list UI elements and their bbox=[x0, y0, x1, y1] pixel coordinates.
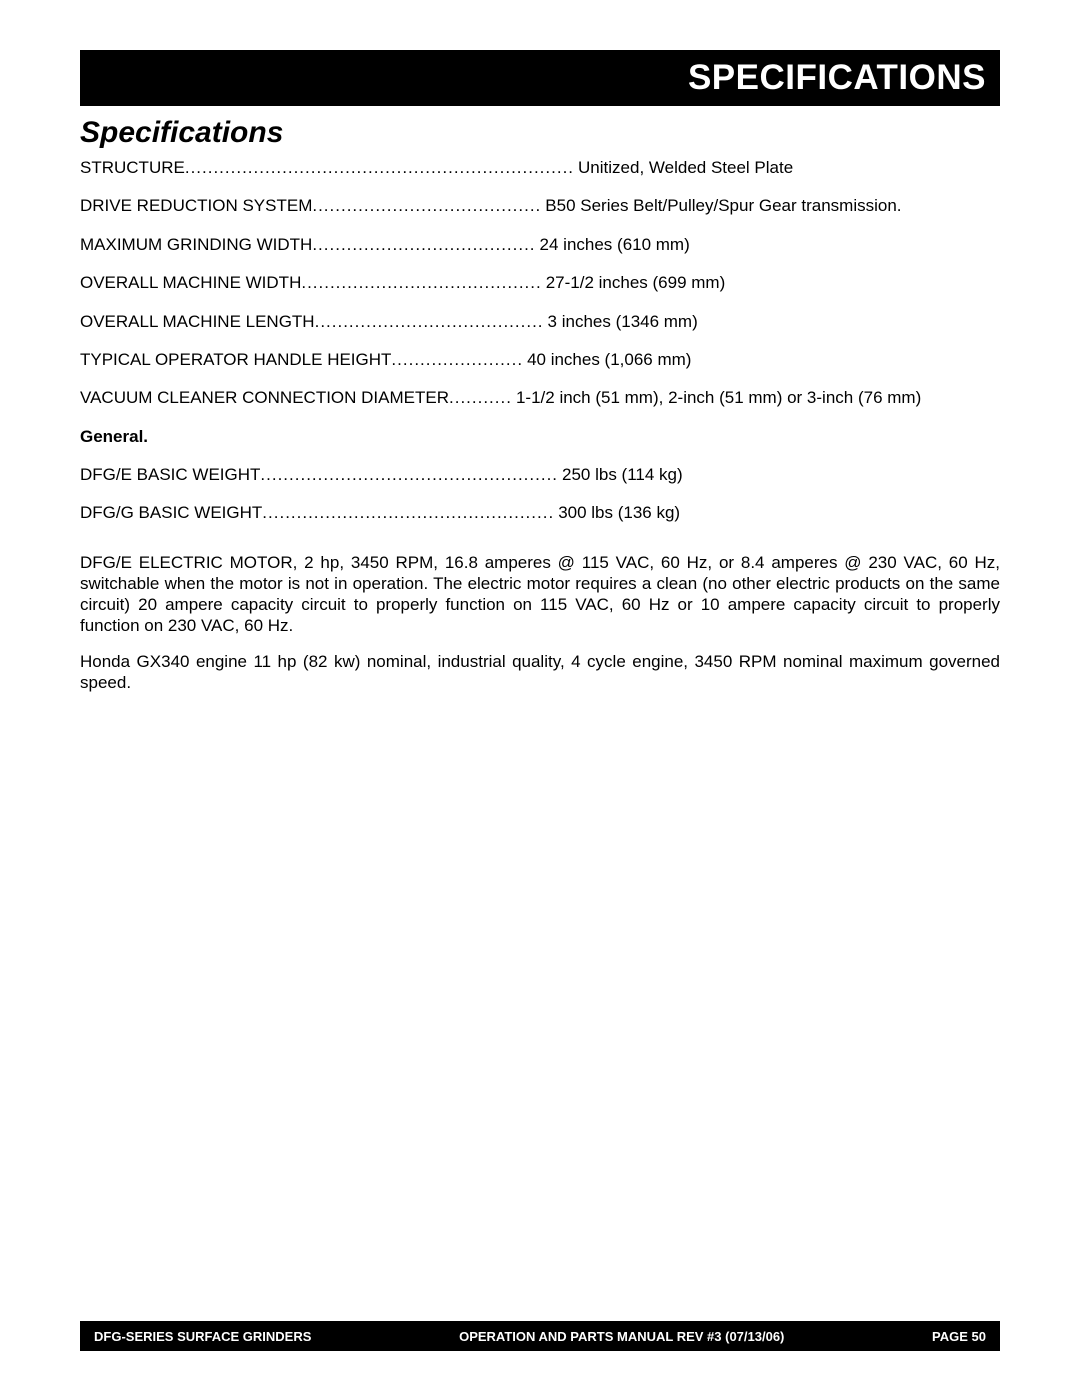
section-title: Specifications bbox=[80, 116, 1000, 150]
spec-dots: ........................................… bbox=[301, 273, 541, 293]
spec-label: DFG/E BASIC WEIGHT bbox=[80, 465, 260, 485]
footer-left: DFG-SERIES SURFACE GRINDERS bbox=[94, 1329, 311, 1344]
spec-value: 3 inches (1346 mm) bbox=[544, 312, 698, 332]
spec-row: OVERALL MACHINE WIDTH ..................… bbox=[80, 273, 1000, 293]
header-bar: SPECIFICATIONS bbox=[80, 50, 1000, 106]
spec-row: OVERALL MACHINE LENGTH .................… bbox=[80, 312, 1000, 332]
general-heading: General. bbox=[80, 427, 1000, 447]
paragraph: DFG/E ELECTRIC MOTOR, 2 hp, 3450 RPM, 16… bbox=[80, 552, 1000, 637]
spec-dots: ........................................ bbox=[312, 196, 541, 216]
header-title: SPECIFICATIONS bbox=[688, 58, 986, 98]
spec-value: 300 lbs (136 kg) bbox=[554, 503, 680, 523]
paragraph: Honda GX340 engine 11 hp (82 kw) nominal… bbox=[80, 651, 1000, 694]
spec-value: 250 lbs (114 kg) bbox=[558, 465, 683, 485]
spec-row: MAXIMUM GRINDING WIDTH .................… bbox=[80, 235, 1000, 255]
spec-label: VACUUM CLEANER CONNECTION DIAMETER bbox=[80, 388, 449, 408]
spec-label: MAXIMUM GRINDING WIDTH bbox=[80, 235, 312, 255]
spec-dots: ....................................... bbox=[312, 235, 535, 255]
spec-row: STRUCTURE ..............................… bbox=[80, 158, 1000, 178]
spec-row: DFG/G BASIC WEIGHT .....................… bbox=[80, 503, 1000, 523]
spec-value: B50 Series Belt/Pulley/Spur Gear transmi… bbox=[541, 196, 901, 216]
spec-row: DFG/E BASIC WEIGHT .....................… bbox=[80, 465, 1000, 485]
spec-row: TYPICAL OPERATOR HANDLE HEIGHT .........… bbox=[80, 350, 1000, 370]
spec-value: 24 inches (610 mm) bbox=[536, 235, 690, 255]
footer-bar: DFG-SERIES SURFACE GRINDERS OPERATION AN… bbox=[80, 1321, 1000, 1351]
spec-label: DFG/G BASIC WEIGHT bbox=[80, 503, 262, 523]
spec-dots: ........................................… bbox=[185, 158, 574, 178]
spec-dots: ........... bbox=[449, 388, 512, 408]
spec-label: TYPICAL OPERATOR HANDLE HEIGHT bbox=[80, 350, 391, 370]
spec-row: DRIVE REDUCTION SYSTEM .................… bbox=[80, 196, 1000, 216]
spec-dots: ........................................… bbox=[260, 465, 558, 485]
spec-label: OVERALL MACHINE WIDTH bbox=[80, 273, 301, 293]
spec-value: 27-1/2 inches (699 mm) bbox=[542, 273, 726, 293]
spec-row: VACUUM CLEANER CONNECTION DIAMETER .....… bbox=[80, 388, 1000, 408]
footer-right: PAGE 50 bbox=[932, 1329, 986, 1344]
spec-value: 40 inches (1,066 mm) bbox=[523, 350, 691, 370]
spec-dots: ........................................ bbox=[315, 312, 544, 332]
footer-center: OPERATION AND PARTS MANUAL REV #3 (07/13… bbox=[459, 1329, 784, 1344]
spec-label: DRIVE REDUCTION SYSTEM bbox=[80, 196, 312, 216]
page: SPECIFICATIONS Specifications STRUCTURE … bbox=[0, 0, 1080, 1397]
spec-dots: ........................................… bbox=[262, 503, 554, 523]
spec-label: STRUCTURE bbox=[80, 158, 185, 178]
spec-label: OVERALL MACHINE LENGTH bbox=[80, 312, 315, 332]
spec-value: 1-1/2 inch (51 mm), 2-inch (51 mm) or 3-… bbox=[512, 388, 921, 408]
spec-dots: ....................... bbox=[391, 350, 523, 370]
spec-value: Unitized, Welded Steel Plate bbox=[574, 158, 793, 178]
